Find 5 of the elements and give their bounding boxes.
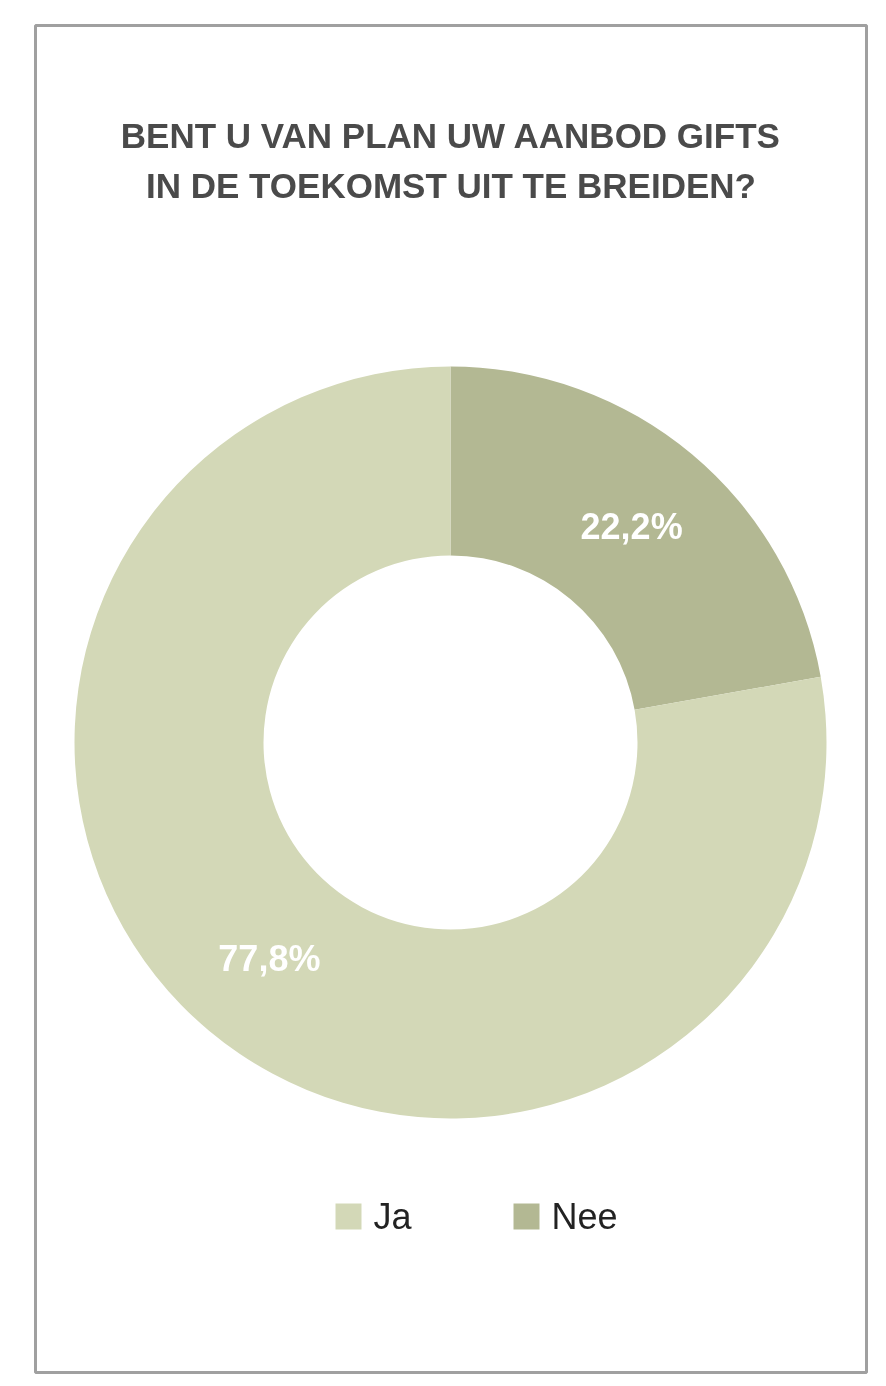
data-label: 22,2% <box>580 505 683 547</box>
chart-title: BENT U VAN PLAN UW AANBOD GIFTS IN DE TOEKOMST UIT TE BREIDEN? <box>120 115 780 206</box>
legend-label: Ja <box>373 1196 413 1237</box>
legend-label: Nee <box>551 1196 618 1237</box>
data-label: 77,8% <box>218 938 321 980</box>
